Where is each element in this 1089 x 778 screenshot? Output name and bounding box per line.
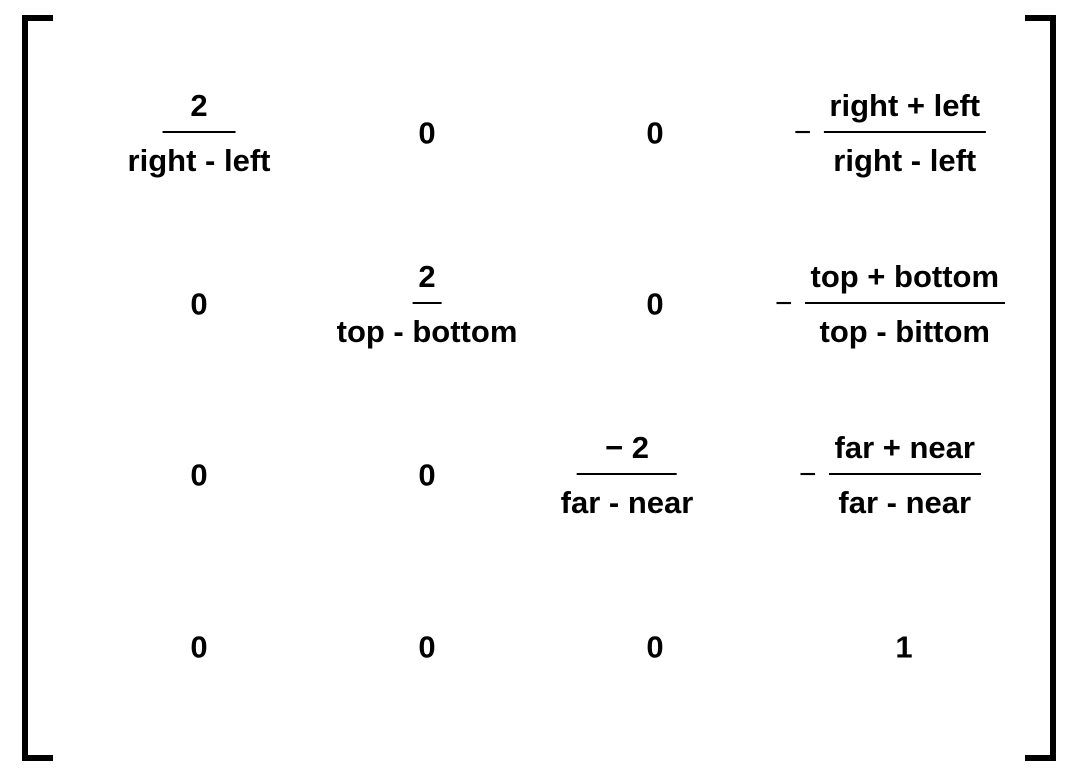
cell-r0-c3: − right + left right - left (793, 90, 987, 178)
numerator: − 2 (577, 432, 677, 475)
left-bracket (22, 15, 53, 761)
numerator: top + bottom (804, 261, 1006, 304)
cell-r2-c2: − 2 far - near (561, 432, 694, 518)
denominator: top - bottom (336, 314, 518, 349)
denominator: right - left (127, 143, 271, 178)
cell-r3-c3: 1 (895, 629, 913, 665)
fraction: right + left right - left (823, 90, 987, 178)
fraction: top + bottom top - bittom (804, 261, 1006, 349)
numerator: 2 (162, 90, 236, 133)
fraction: 2 right - left (128, 90, 271, 176)
denominator: far - near (560, 485, 694, 520)
cell-r0-c0: 2 right - left (128, 90, 271, 176)
cell-r2-c1: 0 (418, 457, 436, 493)
cell-r1-c0: 0 (190, 286, 208, 322)
fraction: 2 top - bottom (331, 261, 524, 347)
cell-r1-c1: 2 top - bottom (331, 261, 524, 347)
numerator: far + near (828, 432, 981, 475)
cell-r2-c3: − far + near far - near (799, 432, 981, 518)
minus-sign: − (799, 458, 817, 491)
cell-r3-c1: 0 (418, 629, 436, 665)
numerator: 2 (412, 261, 442, 304)
minus-sign: − (793, 116, 812, 149)
fraction: − 2 far - near (561, 432, 694, 518)
cell-r3-c0: 0 (190, 629, 208, 665)
denominator: far - near (838, 485, 972, 520)
numerator: right + left (823, 90, 987, 133)
cell-r0-c2: 0 (646, 115, 664, 151)
cell-r2-c0: 0 (190, 457, 208, 493)
cell-r3-c2: 0 (646, 629, 664, 665)
minus-sign: − (774, 287, 793, 320)
right-bracket (1025, 15, 1056, 761)
denominator: right - left (833, 143, 977, 178)
cell-r1-c2: 0 (646, 286, 664, 322)
denominator: top - bittom (819, 314, 990, 349)
cell-r1-c3: − top + bottom top - bittom (774, 261, 1006, 349)
cell-r0-c1: 0 (418, 115, 436, 151)
fraction: far + near far - near (828, 432, 981, 520)
